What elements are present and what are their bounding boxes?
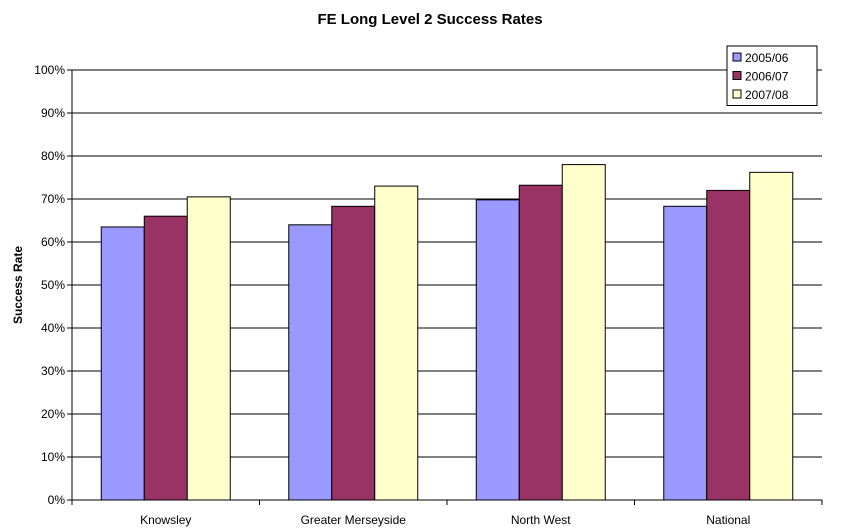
legend-swatch (732, 89, 742, 99)
y-tick-label: 20% (41, 407, 65, 421)
bar-2007-08-north-west (561, 164, 606, 501)
y-tick-labels: 0% 10% 20% 30% 40% 50% 60% 70% 80% 90% 100% (34, 63, 65, 507)
category-label: North West (511, 513, 571, 527)
y-tick-label: 30% (41, 364, 65, 378)
bar-2005-06-knowsley (100, 226, 145, 501)
chart-title: FE Long Level 2 Success Rates (317, 11, 542, 28)
y-axis-label: Success Rate (11, 246, 25, 324)
legend-swatch (732, 52, 742, 62)
y-tick-label: 80% (41, 149, 65, 163)
y-tick-label: 70% (41, 192, 65, 206)
bar-2005-06-national (663, 205, 708, 501)
bar-2007-08-national (749, 171, 794, 501)
y-tick-label: 100% (34, 63, 65, 77)
legend-box (726, 45, 818, 106)
category-label: Knowsley (140, 513, 191, 527)
axes (67, 69, 823, 505)
y-tick-label: 40% (41, 321, 65, 335)
legend-label: 2007/08 (745, 88, 789, 102)
y-tick-label: 90% (41, 106, 65, 120)
bar-2006-07-national (706, 189, 751, 501)
legend-swatch (732, 71, 742, 80)
bar-2005-06-greater-merseyside (288, 224, 333, 501)
bars (100, 164, 794, 501)
legend-label: 2005/06 (745, 51, 789, 65)
y-tick-label: 50% (41, 278, 65, 292)
bar-2007-08-knowsley (186, 196, 231, 501)
category-labels: Knowsley Greater Merseyside North West Nati… (140, 513, 750, 527)
bar-2007-08-greater-merseyside (374, 185, 419, 501)
bar-2005-06-north-west (475, 199, 520, 501)
category-label: Greater Merseyside (301, 513, 407, 527)
bar-2006-07-greater-merseyside (331, 205, 376, 501)
bar-2006-07-north-west (518, 184, 563, 501)
legend-label: 2006/07 (745, 70, 789, 84)
legend: 2005/06 2006/07 2007/08 (726, 45, 818, 106)
bar-2006-07-knowsley (143, 215, 188, 501)
y-tick-label: 60% (41, 235, 65, 249)
y-tick-label: 10% (41, 450, 65, 464)
category-label: National (706, 513, 750, 527)
y-tick-label: 0% (48, 493, 66, 507)
